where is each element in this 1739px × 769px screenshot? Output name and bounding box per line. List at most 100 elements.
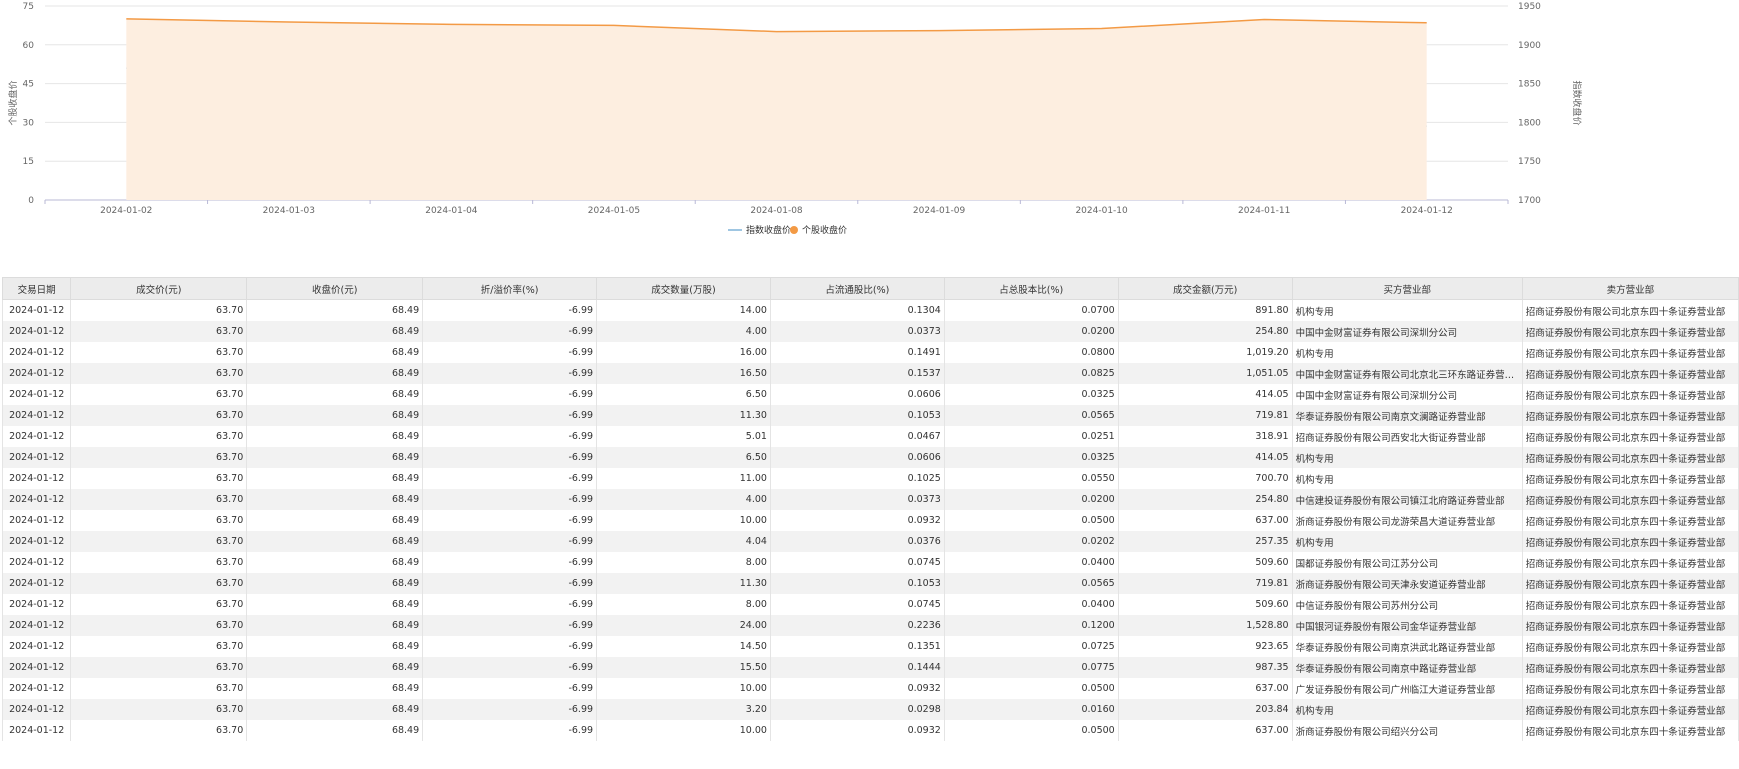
table-cell: 637.00 xyxy=(1117,510,1293,531)
table-cell: 0.0606 xyxy=(769,447,945,468)
table-cell: 2024-01-12 xyxy=(1,594,72,615)
legend-label: 个股收盘价 xyxy=(802,224,847,236)
table-cell: 63.70 xyxy=(70,405,248,426)
table-cell: 3.20 xyxy=(596,699,771,720)
table-row: 2024-01-12 63.70 68.49 -6.99 11.00 0.1025 0.05… xyxy=(1,468,1739,489)
table-row: 2024-01-12 63.70 68.49 -6.99 14.50 0.1351 0.07… xyxy=(1,636,1739,657)
table-row: 2024-01-12 63.70 68.49 -6.99 4.00 0.0373 0.020… xyxy=(1,489,1739,510)
table-cell: 0.0500 xyxy=(943,510,1119,531)
table-cell: 24.00 xyxy=(596,615,771,636)
table-cell: 68.49 xyxy=(246,363,424,384)
table-cell: 68.49 xyxy=(246,594,424,615)
table-cell: 2024-01-12 xyxy=(1,384,72,405)
column-header[interactable]: 占流通股比(%) xyxy=(769,277,945,300)
table-cell: 719.81 xyxy=(1117,405,1293,426)
table-cell: 招商证券股份有限公司北京东四十条证券营业部 xyxy=(1521,405,1739,426)
table-cell: 华泰证券股份有限公司南京洪武北路证券营业部 xyxy=(1291,636,1523,657)
table-cell: 414.05 xyxy=(1117,447,1293,468)
table-cell: 0.0400 xyxy=(943,594,1119,615)
table-cell: 机构专用 xyxy=(1291,342,1523,363)
table-cell: 254.80 xyxy=(1117,321,1293,342)
legend-label: 指数收盘价 xyxy=(746,224,791,236)
table-cell: -6.99 xyxy=(422,426,598,447)
x-tick-label: 2024-01-08 xyxy=(750,206,803,216)
table-cell: 1,528.80 xyxy=(1117,615,1293,636)
table-cell: 8.00 xyxy=(596,594,771,615)
table-cell: -6.99 xyxy=(422,342,598,363)
table-cell: 招商证券股份有限公司北京东四十条证券营业部 xyxy=(1521,426,1739,447)
table-cell: -6.99 xyxy=(422,594,598,615)
table-cell: 68.49 xyxy=(246,573,424,594)
table-cell: 0.0825 xyxy=(943,363,1119,384)
table-cell: 2024-01-12 xyxy=(1,531,72,552)
table-cell: -6.99 xyxy=(422,615,598,636)
table-cell: 0.0775 xyxy=(943,657,1119,678)
table-cell: 63.70 xyxy=(70,657,248,678)
table-cell: 68.49 xyxy=(246,426,424,447)
table-cell: -6.99 xyxy=(422,636,598,657)
table-cell: 0.1200 xyxy=(943,615,1119,636)
table-cell: 中国中金财富证券有限公司北京北三环东路证券营业部 xyxy=(1291,363,1523,384)
table-cell: 0.0202 xyxy=(943,531,1119,552)
table-row: 2024-01-12 63.70 68.49 -6.99 16.00 0.1491 0.08… xyxy=(1,342,1739,363)
table-cell: -6.99 xyxy=(422,384,598,405)
block-trade-table: 交易日期 成交价(元) 收盘价(元) 折/溢价率(%) 成交数量(万股) 占流通股比(%)… xyxy=(1,277,1739,741)
table-cell: 16.50 xyxy=(596,363,771,384)
column-header[interactable]: 买方营业部 xyxy=(1291,277,1523,300)
column-header[interactable]: 卖方营业部 xyxy=(1521,277,1739,300)
table-cell: 招商证券股份有限公司北京东四十条证券营业部 xyxy=(1521,573,1739,594)
table-cell: 257.35 xyxy=(1117,531,1293,552)
table-cell: -6.99 xyxy=(422,552,598,573)
table-cell: 2024-01-12 xyxy=(1,342,72,363)
table-cell: 0.0932 xyxy=(769,510,945,531)
table-cell: 68.49 xyxy=(246,699,424,720)
column-header[interactable]: 交易日期 xyxy=(1,277,72,300)
table-cell: 68.49 xyxy=(246,678,424,699)
table-row: 2024-01-12 63.70 68.49 -6.99 10.00 0.0932 0.05… xyxy=(1,510,1739,531)
table-cell: -6.99 xyxy=(422,405,598,426)
table-cell: 2024-01-12 xyxy=(1,426,72,447)
table-row: 2024-01-12 63.70 68.49 -6.99 6.50 0.0606 0.032… xyxy=(1,447,1739,468)
table-cell: 招商证券股份有限公司北京东四十条证券营业部 xyxy=(1521,321,1739,342)
table-cell: 63.70 xyxy=(70,531,248,552)
table-cell: 中国银河证券股份有限公司金华证券营业部 xyxy=(1291,615,1523,636)
table-cell: 招商证券股份有限公司北京东四十条证券营业部 xyxy=(1521,699,1739,720)
table-cell: 0.1537 xyxy=(769,363,945,384)
table-cell: 招商证券股份有限公司北京东四十条证券营业部 xyxy=(1521,552,1739,573)
table-cell: 招商证券股份有限公司北京东四十条证券营业部 xyxy=(1521,720,1739,741)
table-cell: 0.0400 xyxy=(943,552,1119,573)
table-cell: 10.00 xyxy=(596,678,771,699)
table-cell: 0.0467 xyxy=(769,426,945,447)
x-tick-label: 2024-01-09 xyxy=(913,206,966,216)
table-cell: 0.0373 xyxy=(769,321,945,342)
table-row: 2024-01-12 63.70 68.49 -6.99 8.00 0.0745 0.040… xyxy=(1,552,1739,573)
table-cell: 招商证券股份有限公司北京东四十条证券营业部 xyxy=(1521,531,1739,552)
column-header[interactable]: 成交价(元) xyxy=(70,277,248,300)
table-cell: 0.1053 xyxy=(769,573,945,594)
table-cell: 机构专用 xyxy=(1291,699,1523,720)
table-cell: -6.99 xyxy=(422,447,598,468)
table-cell: 0.0325 xyxy=(943,447,1119,468)
table-cell: -6.99 xyxy=(422,720,598,741)
table-cell: 0.0565 xyxy=(943,573,1119,594)
table-cell: 2024-01-12 xyxy=(1,573,72,594)
table-cell: 4.00 xyxy=(596,321,771,342)
column-header[interactable]: 收盘价(元) xyxy=(246,277,424,300)
table-cell: 0.1304 xyxy=(769,299,945,321)
x-tick-label: 2024-01-02 xyxy=(100,206,152,216)
column-header[interactable]: 占总股本比(%) xyxy=(943,277,1119,300)
y-right-tick-label: 1950 xyxy=(1518,2,1541,12)
table-cell: 63.70 xyxy=(70,678,248,699)
table-cell: 10.00 xyxy=(596,510,771,531)
y-left-tick-label: 30 xyxy=(23,118,35,128)
y-right-axis-title: 指数收盘价 xyxy=(1571,80,1583,125)
table-cell: 637.00 xyxy=(1117,678,1293,699)
column-header[interactable]: 成交数量(万股) xyxy=(596,277,771,300)
column-header[interactable]: 折/溢价率(%) xyxy=(422,277,598,300)
table-cell: 68.49 xyxy=(246,657,424,678)
column-header[interactable]: 成交金额(万元) xyxy=(1117,277,1293,300)
table-cell: 68.49 xyxy=(246,489,424,510)
table-cell: 机构专用 xyxy=(1291,299,1523,321)
table-cell: 华泰证券股份有限公司南京文澜路证券营业部 xyxy=(1291,405,1523,426)
table-row: 2024-01-12 63.70 68.49 -6.99 10.00 0.0932 0.05… xyxy=(1,678,1739,699)
